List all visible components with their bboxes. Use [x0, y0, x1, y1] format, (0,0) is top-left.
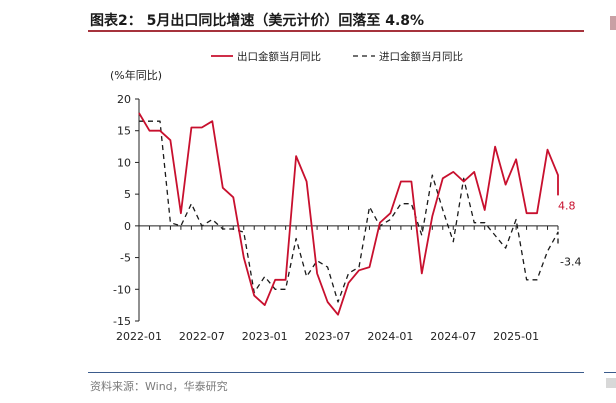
y-tick-label: 0 — [124, 220, 131, 233]
y-tick-label: 10 — [117, 156, 131, 169]
legend-label-1: 出口金额当月同比 — [237, 50, 321, 63]
source-divider — [88, 372, 584, 373]
chart-title-bar: 图表2： 5月出口同比增速（美元计价）回落至 4.8% — [88, 4, 584, 32]
adjacent-page-edge — [610, 16, 616, 30]
line-chart: 出口金额当月同比 进口金额当月同比 (%年同比) -15 -10 -5 0 5 10 15 20 20… — [110, 50, 581, 343]
page-title: 图表2： 5月出口同比增速（美元计价）回落至 4.8% — [90, 13, 425, 29]
x-tick-label: 2024-07 — [430, 330, 476, 343]
series-line-2 — [139, 120, 559, 303]
x-tick-label: 2025-01 — [493, 330, 539, 343]
adjacent-page-rule — [604, 372, 616, 373]
y-tick-label: 5 — [124, 188, 131, 201]
y-tick-label: -15 — [113, 315, 131, 328]
title-divider — [88, 30, 584, 32]
x-tick-label: 2022-01 — [116, 330, 162, 343]
y-tick-label: 20 — [117, 93, 131, 106]
x-tick-label: 2022-07 — [179, 330, 225, 343]
legend-label-2: 进口金额当月同比 — [379, 50, 463, 63]
y-tick-label: -10 — [113, 283, 131, 296]
source-note: 资料来源：Wind，华泰研究 — [90, 380, 228, 393]
y-tick-label: -5 — [120, 252, 131, 265]
x-tick-label: 2024-01 — [367, 330, 413, 343]
y-axis-label: (%年同比) — [110, 68, 162, 82]
end-value-label-2: -3.4 — [560, 255, 581, 268]
series-line-1 — [138, 112, 559, 316]
x-tick-label: 2023-01 — [242, 330, 288, 343]
adjacent-page-edge-foot — [606, 378, 616, 388]
end-value-label-1: 4.8 — [558, 199, 576, 212]
y-tick-label: 15 — [117, 125, 131, 138]
x-tick-label: 2023-07 — [305, 330, 351, 343]
